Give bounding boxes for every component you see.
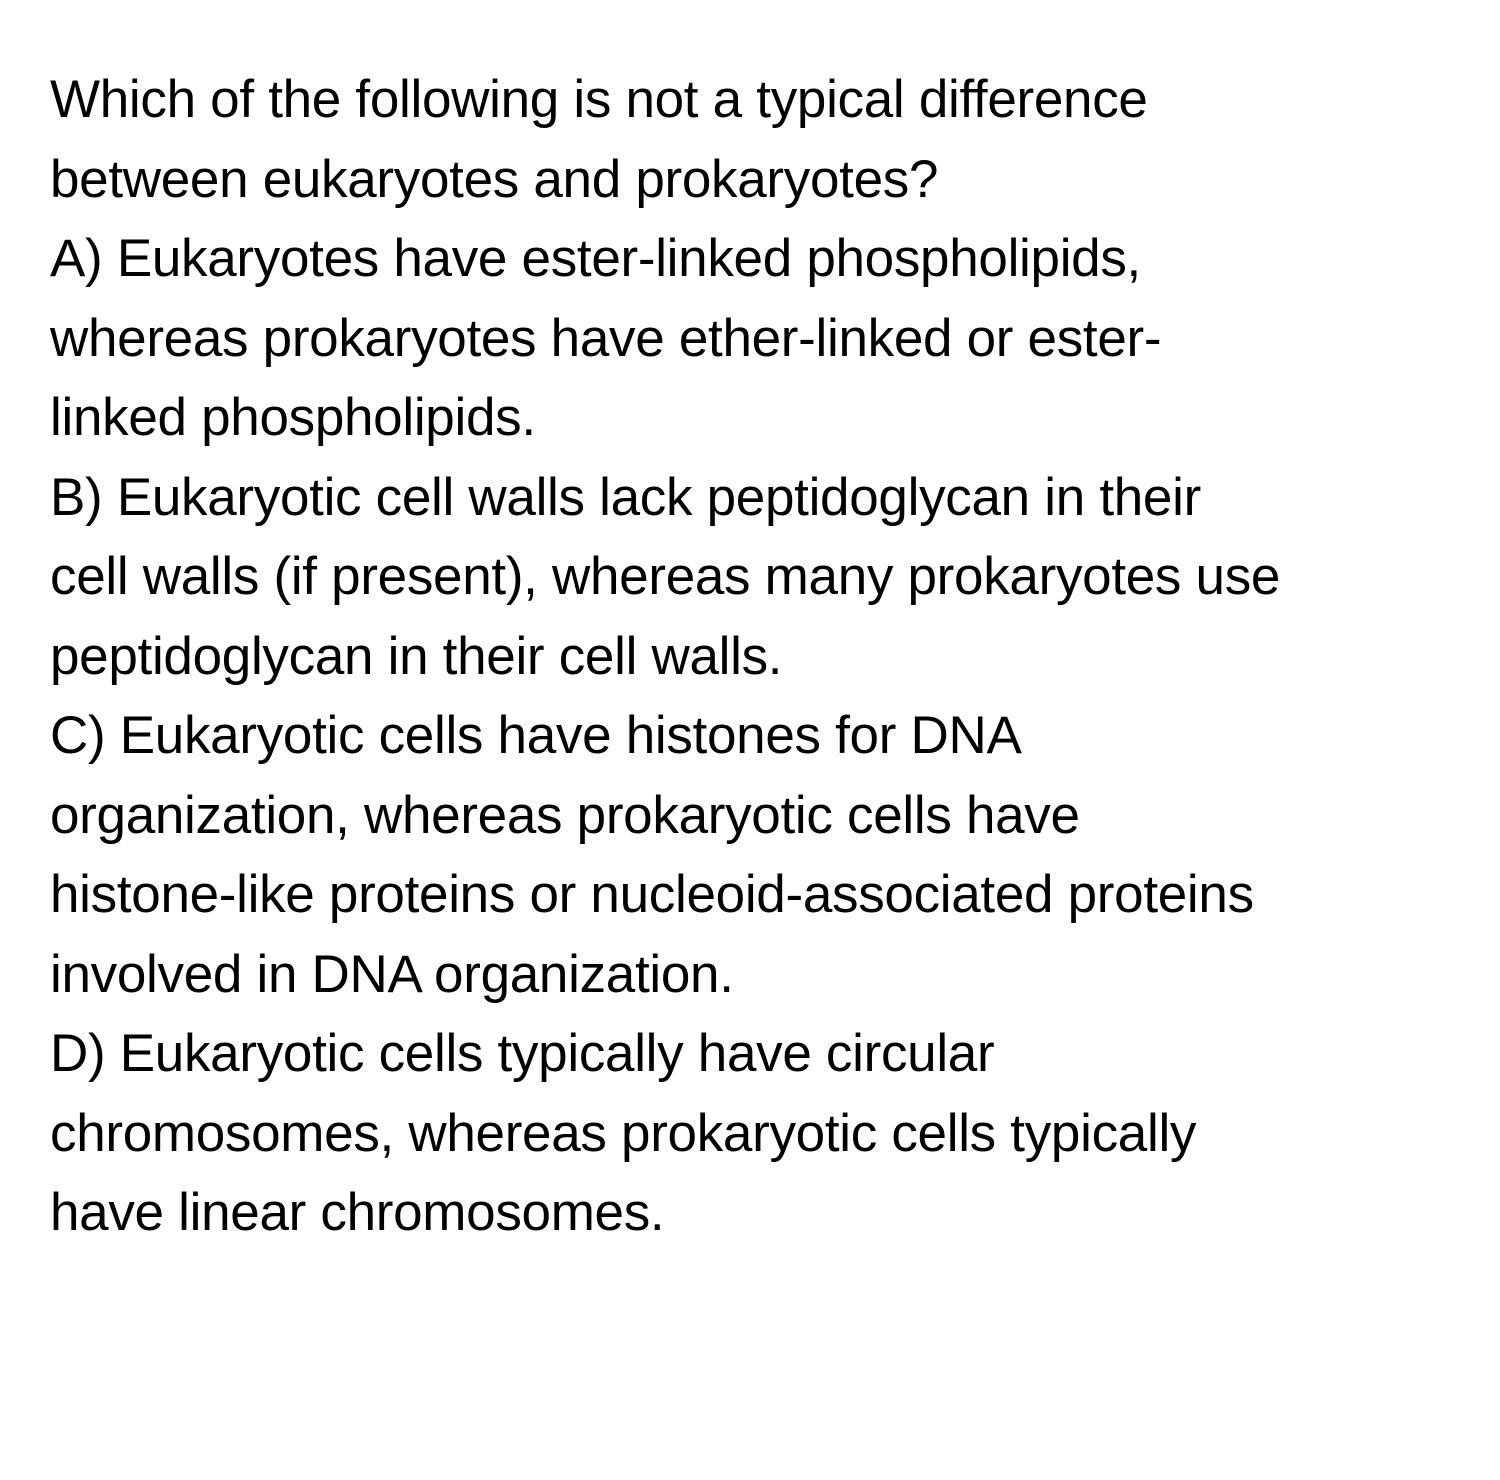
option-d-line: have linear chromosomes.: [50, 1173, 1450, 1253]
question-stem-line: Which of the following is not a typical …: [50, 60, 1450, 140]
option-a-line: A) Eukaryotes have ester-linked phosphol…: [50, 219, 1450, 299]
option-d-line: D) Eukaryotic cells typically have circu…: [50, 1014, 1450, 1094]
option-c-line: C) Eukaryotic cells have histones for DN…: [50, 696, 1450, 776]
question-container: Which of the following is not a typical …: [0, 0, 1500, 1303]
question-stem-line: between eukaryotes and prokaryotes?: [50, 140, 1450, 220]
option-a-line: whereas prokaryotes have ether-linked or…: [50, 299, 1450, 379]
option-a-line: linked phospholipids.: [50, 378, 1450, 458]
option-c-line: involved in DNA organization.: [50, 935, 1450, 1015]
option-b-line: cell walls (if present), whereas many pr…: [50, 537, 1450, 617]
option-c-line: histone-like proteins or nucleoid-associ…: [50, 855, 1450, 935]
option-d-line: chromosomes, whereas prokaryotic cells t…: [50, 1094, 1450, 1174]
option-b-line: peptidoglycan in their cell walls.: [50, 617, 1450, 697]
option-c-line: organization, whereas prokaryotic cells …: [50, 776, 1450, 856]
option-b-line: B) Eukaryotic cell walls lack peptidogly…: [50, 458, 1450, 538]
